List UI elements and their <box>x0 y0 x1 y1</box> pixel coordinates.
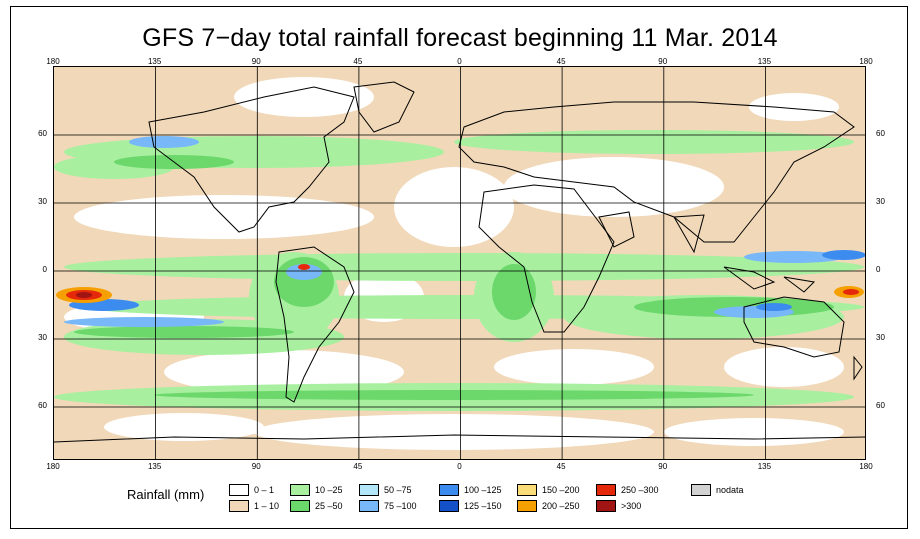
legend-label: 100 –125 <box>464 485 502 495</box>
figure-frame <box>10 6 908 529</box>
top-lon-tick-label: 0 <box>457 57 462 66</box>
extreme-rain-areas <box>56 264 864 303</box>
legend-swatch <box>439 500 459 512</box>
map-title: GFS 7−day total rainfall forecast beginn… <box>142 24 778 52</box>
legend-swatch <box>359 500 379 512</box>
legend-swatch <box>691 484 711 496</box>
legend-label: 75 –100 <box>384 501 417 511</box>
legend-label: 125 –150 <box>464 501 502 511</box>
top-lon-tick-label: 135 <box>757 57 772 66</box>
legend-swatch <box>439 484 459 496</box>
bottom-lon-tick-label: 90 <box>251 462 261 471</box>
bottom-lon-tick-label: 135 <box>757 462 772 471</box>
legend-swatch <box>596 500 616 512</box>
legend-swatch <box>517 484 537 496</box>
bottom-lon-tick-label: 45 <box>556 462 566 471</box>
legend-label: nodata <box>716 485 744 495</box>
legend-label: 150 –200 <box>542 485 580 495</box>
bottom-lon-tick-label: 180 <box>46 462 60 471</box>
legend-swatch <box>229 500 249 512</box>
coastlines <box>54 81 865 443</box>
legend-swatch <box>359 484 379 496</box>
right-lat-tick-label: 30 <box>876 197 885 206</box>
top-lon-tick-label: 135 <box>147 57 162 66</box>
left-lat-tick-label: 60 <box>38 401 47 410</box>
legend-label: 25 –50 <box>315 501 343 511</box>
top-lon-tick-label: 45 <box>353 57 363 66</box>
legend-swatch <box>596 484 616 496</box>
legend-label: 250 –300 <box>621 485 659 495</box>
legend-swatch <box>290 500 310 512</box>
legend-label: 10 –25 <box>315 485 343 495</box>
left-lat-tick-label: 0 <box>42 265 47 274</box>
top-lon-tick-label: 90 <box>251 57 261 66</box>
bottom-lon-tick-label: 180 <box>859 462 873 471</box>
legend-label: 200 –250 <box>542 501 580 511</box>
graticule <box>54 67 865 459</box>
left-lat-tick-label: 30 <box>38 333 47 342</box>
right-lat-tick-label: 30 <box>876 333 885 342</box>
bottom-lon-tick-label: 90 <box>658 462 668 471</box>
right-lat-tick-label: 0 <box>876 265 881 274</box>
legend-label: 1 – 10 <box>254 501 280 511</box>
legend-label: 50 –75 <box>384 485 412 495</box>
bottom-lon-tick-label: 0 <box>457 462 462 471</box>
bottom-lon-tick-label: 45 <box>353 462 363 471</box>
top-lon-tick-label: 90 <box>658 57 668 66</box>
right-lat-tick-label: 60 <box>876 401 885 410</box>
legend-title: Rainfall (mm) <box>127 487 205 502</box>
legend-label: 0 – 1 <box>254 485 275 495</box>
legend-swatch <box>229 484 249 496</box>
rainfall-map <box>53 66 866 460</box>
left-lat-tick-label: 60 <box>38 129 47 138</box>
top-lon-tick-label: 180 <box>859 57 873 66</box>
legend-label: >300 <box>621 501 642 511</box>
top-lon-tick-label: 45 <box>556 57 566 66</box>
rainfall-map-canvas <box>54 67 865 459</box>
legend-swatch <box>290 484 310 496</box>
right-lat-tick-label: 60 <box>876 129 885 138</box>
legend-swatch <box>517 500 537 512</box>
top-lon-tick-label: 180 <box>46 57 60 66</box>
left-lat-tick-label: 30 <box>38 197 47 206</box>
bottom-lon-tick-label: 135 <box>147 462 162 471</box>
